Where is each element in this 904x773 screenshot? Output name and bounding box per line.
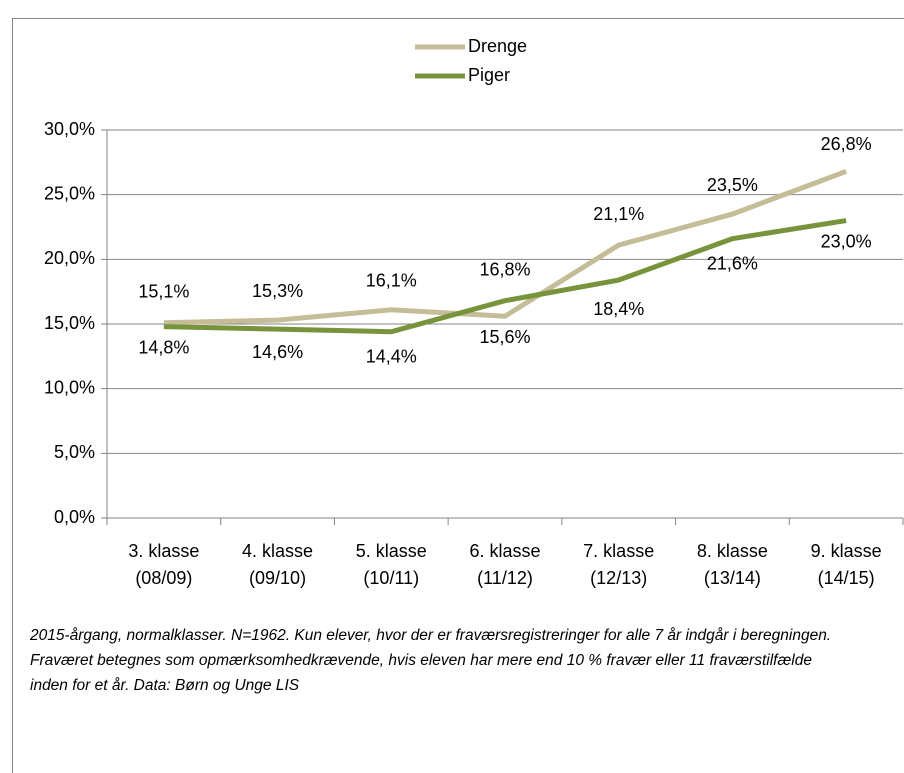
line bbox=[163, 218, 847, 335]
x-tick-label: 8. klasse (13/14) bbox=[696, 541, 768, 588]
data-label: 14,6% bbox=[252, 342, 303, 362]
y-tick-label: 30,0% bbox=[44, 119, 95, 139]
chart-border bbox=[12, 18, 904, 773]
data-label: 16,1% bbox=[366, 271, 417, 291]
data-label: 23,5% bbox=[707, 175, 758, 195]
data-label: 15,1% bbox=[138, 281, 189, 301]
legend-label: Piger bbox=[468, 65, 510, 85]
x-tick-label: 4. klasse (09/10) bbox=[242, 541, 314, 588]
data-label: 26,8% bbox=[821, 134, 872, 154]
y-tick-label: 0,0% bbox=[54, 507, 95, 527]
x-tick-label: 7. klasse (12/13) bbox=[583, 541, 655, 588]
y-tick-label: 25,0% bbox=[44, 183, 95, 203]
chart-note: 2015-årgang, normalklasser. N=1962. Kun … bbox=[30, 627, 832, 694]
data-label: 18,4% bbox=[593, 299, 644, 319]
data-label: 21,6% bbox=[707, 253, 758, 273]
x-tick-label: 6. klasse (11/12) bbox=[469, 541, 541, 588]
data-label: 21,1% bbox=[593, 204, 644, 224]
y-tick-label: 15,0% bbox=[44, 313, 95, 333]
line bbox=[163, 169, 848, 326]
legend-label: Drenge bbox=[468, 36, 527, 56]
data-label: 23,0% bbox=[821, 231, 872, 251]
x-tick-label: 9. klasse (14/15) bbox=[810, 541, 882, 588]
x-tick-label: 3. klasse (08/09) bbox=[128, 541, 200, 588]
data-label: 15,6% bbox=[479, 327, 530, 347]
data-label: 15,3% bbox=[252, 281, 303, 301]
data-label: 16,8% bbox=[479, 259, 530, 279]
y-tick-label: 20,0% bbox=[44, 248, 95, 268]
x-tick-label: 5. klasse (10/11) bbox=[355, 541, 427, 588]
data-label: 14,8% bbox=[138, 337, 189, 357]
data-label: 14,4% bbox=[366, 347, 417, 367]
y-tick-label: 5,0% bbox=[54, 442, 95, 462]
y-tick-label: 10,0% bbox=[44, 377, 95, 397]
